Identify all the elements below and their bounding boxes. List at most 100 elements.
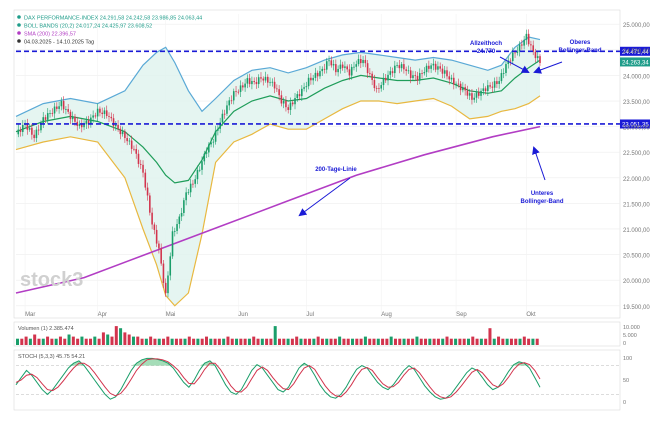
candle-body bbox=[28, 127, 31, 130]
candle-body bbox=[285, 100, 287, 108]
candle-body bbox=[65, 109, 67, 110]
candle-body bbox=[58, 106, 60, 109]
volume-bar bbox=[24, 336, 28, 345]
volume-bar bbox=[505, 338, 509, 345]
volume-bar bbox=[432, 338, 436, 345]
candle-body bbox=[253, 81, 255, 82]
candle-body bbox=[339, 64, 342, 69]
candle-body bbox=[412, 75, 414, 79]
candle-body bbox=[164, 282, 167, 294]
candle-body bbox=[71, 116, 74, 120]
volume-bar bbox=[222, 338, 226, 345]
candle-body bbox=[67, 109, 69, 112]
candle-body bbox=[518, 44, 521, 52]
candle-body bbox=[475, 92, 478, 98]
volume-bar bbox=[192, 338, 196, 345]
level-label: 24.471,44 bbox=[622, 50, 649, 56]
candle-body bbox=[532, 45, 534, 52]
candle-body bbox=[37, 129, 40, 131]
candle-body bbox=[80, 123, 83, 128]
lower-band-line bbox=[15, 95, 541, 307]
candle-body bbox=[203, 153, 206, 162]
y-tick-label: 21.500,00 bbox=[623, 202, 650, 208]
volume-bar bbox=[449, 338, 453, 345]
volume-bar bbox=[368, 338, 372, 345]
candle-body bbox=[221, 113, 224, 123]
candle-body bbox=[271, 81, 274, 83]
y-tick-label: 19.500,00 bbox=[623, 305, 650, 311]
candle-body bbox=[201, 161, 203, 170]
candle-body bbox=[310, 77, 312, 81]
volume-bar bbox=[235, 338, 239, 345]
volume-bar bbox=[84, 338, 88, 345]
volume-bar bbox=[127, 334, 131, 345]
volume-bar bbox=[273, 326, 277, 345]
x-tick-label: Aug bbox=[381, 312, 392, 318]
candle-body bbox=[396, 65, 398, 66]
legend-marker bbox=[17, 31, 21, 35]
candle-body bbox=[85, 120, 88, 125]
candle-body bbox=[62, 101, 65, 110]
volume-bar bbox=[518, 338, 522, 345]
volume-bar bbox=[204, 336, 208, 345]
candle-body bbox=[121, 131, 124, 135]
candle-body bbox=[360, 58, 362, 64]
candle-body bbox=[496, 81, 498, 84]
candle-body bbox=[455, 83, 457, 85]
volume-bar bbox=[290, 338, 294, 345]
candle-body bbox=[369, 73, 371, 74]
candle-body bbox=[262, 78, 265, 81]
volume-bar bbox=[50, 338, 54, 345]
candle-body bbox=[196, 169, 199, 180]
volume-bar bbox=[200, 338, 204, 345]
volume-bar bbox=[466, 338, 470, 345]
candle-body bbox=[291, 102, 294, 105]
candle-body bbox=[330, 60, 333, 66]
candle-body bbox=[507, 60, 510, 65]
candle-body bbox=[421, 73, 423, 74]
candle-body bbox=[223, 113, 226, 115]
volume-bar bbox=[333, 338, 337, 345]
candle-body bbox=[160, 248, 162, 264]
volume-bar bbox=[329, 338, 333, 345]
candle-body bbox=[387, 74, 389, 81]
volume-bar bbox=[114, 326, 118, 345]
level-label-box bbox=[620, 119, 650, 129]
volume-bar bbox=[33, 334, 37, 345]
candle-body bbox=[482, 88, 485, 91]
volume-bar bbox=[286, 338, 290, 345]
volume-bar bbox=[514, 338, 518, 345]
candle-body bbox=[400, 64, 403, 69]
month-axis: Mar Apr Mai Jun Jul Aug Sep Okt bbox=[25, 312, 536, 318]
candle-body bbox=[194, 179, 196, 184]
candle-body bbox=[110, 116, 113, 119]
volume-panel: Volumen (1) 2.385.474 10.000 5.000 0 bbox=[16, 325, 640, 347]
volume-bar bbox=[492, 338, 496, 345]
candle-body bbox=[135, 149, 138, 154]
candle-body bbox=[260, 77, 262, 79]
volume-bar bbox=[424, 338, 428, 345]
horizontal-levels: 24.471,44 23.051,35 24.263,34 bbox=[16, 46, 650, 129]
volume-bar bbox=[527, 338, 531, 345]
volume-bar bbox=[89, 338, 93, 345]
candle-body bbox=[378, 88, 380, 89]
candle-body bbox=[26, 123, 29, 130]
legend-entry: SMA (200) 22.396,57 bbox=[24, 32, 76, 38]
y-tick-label: 20.000,00 bbox=[623, 279, 650, 285]
volume-bar bbox=[376, 338, 380, 345]
candle-body bbox=[457, 83, 460, 85]
candle-body bbox=[151, 212, 153, 225]
volume-bar bbox=[479, 338, 483, 345]
volume-bar bbox=[320, 338, 324, 345]
candle-body bbox=[389, 71, 392, 75]
candle-body bbox=[294, 98, 296, 105]
candle-body bbox=[335, 64, 337, 73]
candle-body bbox=[511, 52, 514, 62]
y-tick-label: 23.000,00 bbox=[623, 126, 650, 132]
candle-body bbox=[316, 72, 319, 77]
candle-body bbox=[185, 192, 187, 201]
candle-body bbox=[534, 51, 537, 59]
volume-bar bbox=[282, 338, 286, 345]
x-tick-label: Mar bbox=[25, 312, 35, 318]
